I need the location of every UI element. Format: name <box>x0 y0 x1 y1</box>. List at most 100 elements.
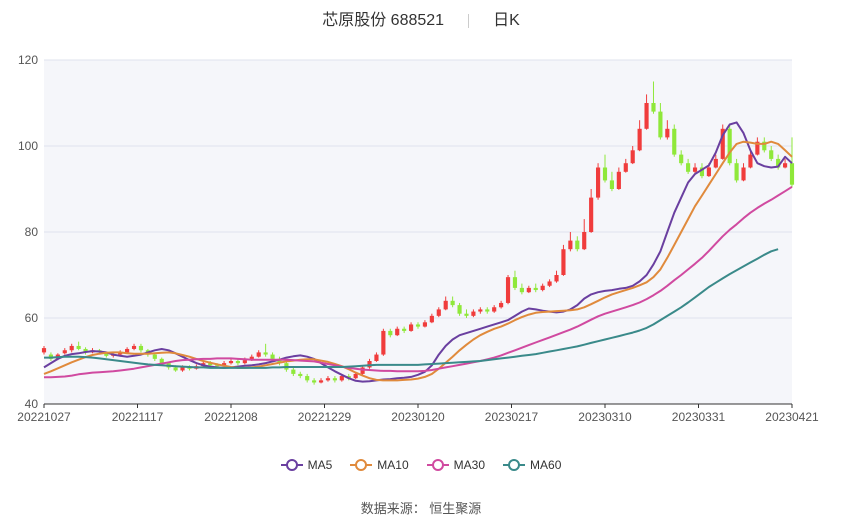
legend: MA5 MA10 MA30 MA60 <box>0 458 842 472</box>
candle-body <box>256 352 261 357</box>
candle-body <box>679 154 684 164</box>
candle-body <box>118 352 123 355</box>
legend-item-ma10[interactable]: MA10 <box>350 458 409 472</box>
legend-label-ma30: MA30 <box>453 458 486 472</box>
candle-body <box>388 330 393 336</box>
y-tick-label: 40 <box>25 397 39 411</box>
y-tick-label: 60 <box>25 311 39 325</box>
candle-body <box>83 348 88 353</box>
candle-body <box>616 171 621 189</box>
candle-body <box>492 307 497 312</box>
candle-body <box>339 376 344 381</box>
candle-body <box>76 345 81 349</box>
chart-title: 芯原股份 688521 日K <box>0 6 842 30</box>
candle-body <box>305 376 310 381</box>
candle-body <box>505 277 511 303</box>
candle-body <box>131 345 137 349</box>
candle-body <box>762 141 767 151</box>
ma30-line <box>44 185 793 379</box>
x-tick-label: 20221117 <box>112 410 164 424</box>
legend-label-ma5: MA5 <box>307 458 333 472</box>
candle-body <box>402 328 407 331</box>
candle-body <box>748 154 753 168</box>
y-tick-label: 80 <box>25 225 39 239</box>
candle-body <box>630 150 635 164</box>
candle-body <box>686 163 691 172</box>
candle-body <box>457 305 462 314</box>
candle-body <box>499 302 504 308</box>
candle-body <box>582 232 587 250</box>
x-tick-label: 20221229 <box>298 410 352 424</box>
candle-body <box>69 345 74 351</box>
candle-body <box>672 128 677 155</box>
candle-body <box>422 322 428 327</box>
ma5-legend-icon <box>280 459 303 471</box>
candle-body <box>512 277 518 288</box>
candle-body <box>215 365 220 367</box>
candle-body <box>699 167 705 177</box>
candle-body <box>658 111 663 138</box>
ma5-line <box>43 121 793 383</box>
x-tick-label: 20230217 <box>485 410 539 424</box>
candle-body <box>547 281 552 286</box>
candle-body <box>450 300 455 306</box>
x-tick-label: 20230421 <box>765 410 819 424</box>
candle-body <box>769 150 774 159</box>
candle-body <box>637 128 642 151</box>
candle-body <box>575 240 580 250</box>
candle-body <box>152 354 157 359</box>
y-tick-label: 120 <box>18 53 38 67</box>
candle-body <box>464 313 469 316</box>
legend-item-ma5[interactable]: MA5 <box>280 458 333 472</box>
candle-body <box>568 240 573 250</box>
candle-body <box>443 300 448 310</box>
ma60-line <box>44 248 779 369</box>
candle-body <box>540 285 545 291</box>
ma10-line <box>43 140 793 382</box>
x-tick-label: 20221027 <box>17 410 71 424</box>
candle-body <box>554 275 559 282</box>
candle-body <box>367 361 372 368</box>
ma10-legend-icon <box>350 459 373 471</box>
candle-body <box>651 103 656 112</box>
candle-body <box>741 167 746 181</box>
title-separator <box>468 13 470 28</box>
candle-body <box>312 380 317 383</box>
candle-body <box>436 309 441 316</box>
candle-body <box>589 197 594 232</box>
candle-body <box>776 158 781 168</box>
legend-item-ma60[interactable]: MA60 <box>503 458 561 472</box>
x-tick-label: 20230310 <box>578 410 632 424</box>
candle-body <box>125 348 130 353</box>
candle-body <box>159 358 164 364</box>
candle-body <box>180 367 185 371</box>
candle-body <box>602 167 608 181</box>
x-tick-label: 20221208 <box>204 410 258 424</box>
candle-body <box>187 367 192 369</box>
stock-name: 芯原股份 688521 <box>322 12 445 29</box>
candle-body <box>478 309 483 312</box>
candle-body <box>533 287 538 291</box>
candle-body <box>41 348 47 353</box>
candle-body <box>415 324 421 327</box>
candle-body <box>595 167 601 198</box>
candle-body <box>706 167 711 177</box>
candle-body <box>395 328 400 336</box>
candle-body <box>526 287 531 293</box>
x-tick-label: 20230331 <box>672 410 726 424</box>
candle-body <box>429 315 434 323</box>
candle-body <box>173 367 178 371</box>
candle-body <box>755 141 760 155</box>
candle-body <box>263 352 268 355</box>
candle-body <box>782 163 788 168</box>
candle-body <box>609 180 615 189</box>
candle-body <box>644 103 649 129</box>
legend-item-ma30[interactable]: MA30 <box>426 458 486 472</box>
candle-body <box>789 163 795 185</box>
candle-body <box>381 330 386 355</box>
candle-body <box>408 324 414 331</box>
x-tick-label: 20230120 <box>391 410 445 424</box>
candle-body <box>332 378 337 381</box>
candle-body <box>727 128 732 164</box>
